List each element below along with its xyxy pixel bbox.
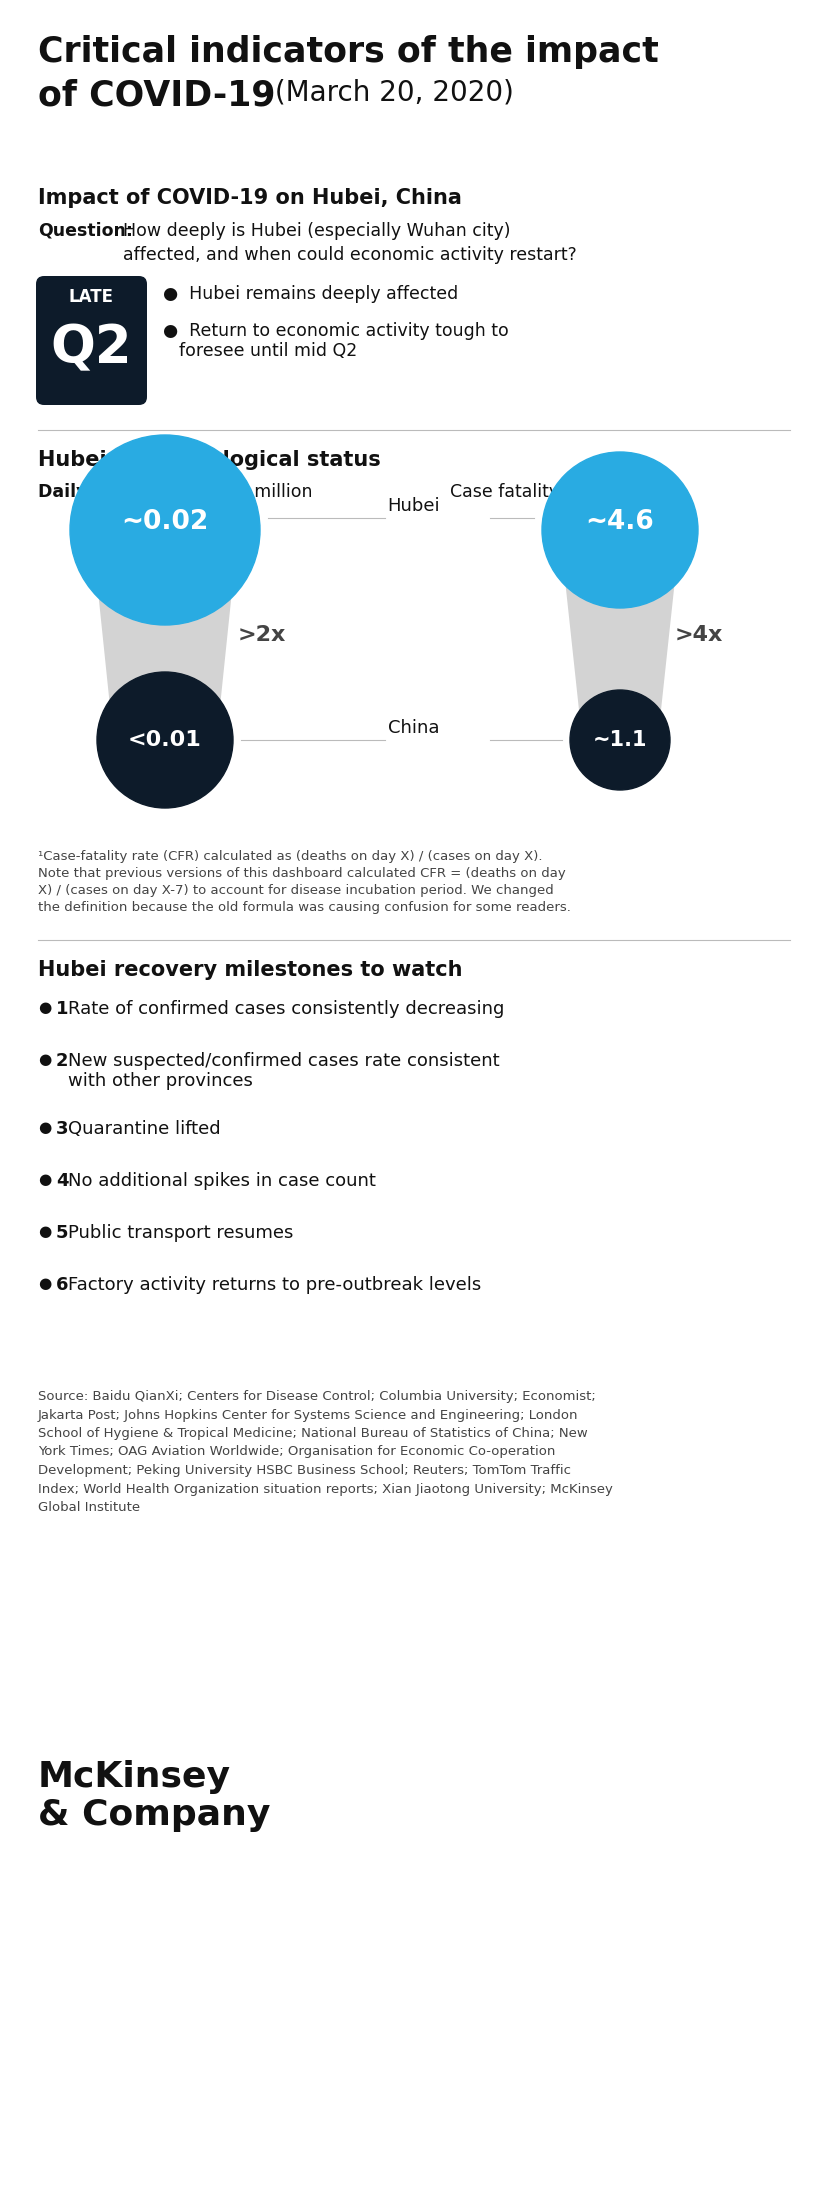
Text: Q2: Q2: [50, 321, 132, 374]
Text: ¹Case-fatality rate (CFR) calculated as (deaths on day X) / (cases on day X).: ¹Case-fatality rate (CFR) calculated as …: [38, 849, 542, 862]
Text: ●  Return to economic activity tough to: ● Return to economic activity tough to: [163, 321, 508, 341]
Text: Daily infection rate,: Daily infection rate,: [38, 484, 233, 502]
Text: ●: ●: [38, 1223, 51, 1239]
Text: How deeply is Hubei (especially Wuhan city)
affected, and when could economic ac: How deeply is Hubei (especially Wuhan ci…: [123, 222, 576, 264]
Text: Impact of COVID-19 on Hubei, China: Impact of COVID-19 on Hubei, China: [38, 187, 461, 209]
Text: No additional spikes in case count: No additional spikes in case count: [68, 1173, 375, 1190]
Text: Hubei recovery milestones to watch: Hubei recovery milestones to watch: [38, 959, 462, 979]
Text: >2x: >2x: [237, 625, 286, 645]
Text: the definition because the old formula was causing confusion for some readers.: the definition because the old formula w…: [38, 902, 570, 913]
Text: LATE: LATE: [69, 288, 114, 306]
Text: ~1.1: ~1.1: [592, 730, 647, 750]
Text: Quarantine lifted: Quarantine lifted: [68, 1120, 220, 1137]
Text: Factory activity returns to pre-outbreak levels: Factory activity returns to pre-outbreak…: [68, 1276, 480, 1294]
Text: >4x: >4x: [674, 625, 723, 645]
Text: ●: ●: [38, 1173, 51, 1188]
Text: Note that previous versions of this dashboard calculated CFR = (deaths on day: Note that previous versions of this dash…: [38, 867, 565, 880]
Text: New suspected/confirmed cases rate consistent: New suspected/confirmed cases rate consi…: [68, 1052, 499, 1069]
Text: McKinsey: McKinsey: [38, 1760, 231, 1793]
Text: Source: Baidu QianXi; Centers for Disease Control; Columbia University; Economis: Source: Baidu QianXi; Centers for Diseas…: [38, 1390, 612, 1514]
Text: Public transport resumes: Public transport resumes: [68, 1223, 293, 1243]
Circle shape: [542, 451, 697, 607]
Text: ●  Hubei remains deeply affected: ● Hubei remains deeply affected: [163, 286, 457, 304]
Text: 1: 1: [56, 1001, 69, 1019]
Polygon shape: [563, 570, 676, 711]
Text: ~0.02: ~0.02: [122, 508, 208, 535]
Text: ●: ●: [38, 1052, 51, 1067]
Text: with other provinces: with other provinces: [68, 1071, 252, 1089]
Text: & Company: & Company: [38, 1797, 270, 1833]
Text: ●: ●: [38, 1001, 51, 1014]
Text: Hubei epidemiological status: Hubei epidemiological status: [38, 451, 380, 471]
Text: ~4.6: ~4.6: [585, 508, 653, 535]
Text: per million: per million: [213, 484, 312, 502]
Text: Critical indicators of the impact: Critical indicators of the impact: [38, 35, 658, 68]
Text: X) / (cases on day X-7) to account for disease incubation period. We changed: X) / (cases on day X-7) to account for d…: [38, 884, 553, 898]
Text: Hubei: Hubei: [387, 497, 440, 515]
Polygon shape: [97, 576, 233, 700]
Text: ●: ●: [38, 1276, 51, 1291]
Text: 4: 4: [56, 1173, 69, 1190]
Text: 2: 2: [56, 1052, 69, 1069]
Text: (March 20, 2020): (March 20, 2020): [265, 77, 514, 106]
Text: Question:: Question:: [38, 222, 133, 240]
Text: 5: 5: [56, 1223, 69, 1243]
Circle shape: [97, 671, 232, 807]
FancyBboxPatch shape: [36, 275, 147, 405]
Circle shape: [569, 691, 669, 790]
Text: Case fatality rate,¹ %: Case fatality rate,¹ %: [449, 484, 634, 502]
Text: foresee until mid Q2: foresee until mid Q2: [179, 341, 356, 361]
Text: <0.01: <0.01: [128, 730, 202, 750]
Text: ●: ●: [38, 1120, 51, 1135]
Circle shape: [70, 436, 260, 625]
Text: China: China: [388, 719, 439, 737]
Text: 3: 3: [56, 1120, 69, 1137]
Text: Rate of confirmed cases consistently decreasing: Rate of confirmed cases consistently dec…: [68, 1001, 504, 1019]
Text: of COVID-19: of COVID-19: [38, 77, 275, 112]
Text: 6: 6: [56, 1276, 69, 1294]
